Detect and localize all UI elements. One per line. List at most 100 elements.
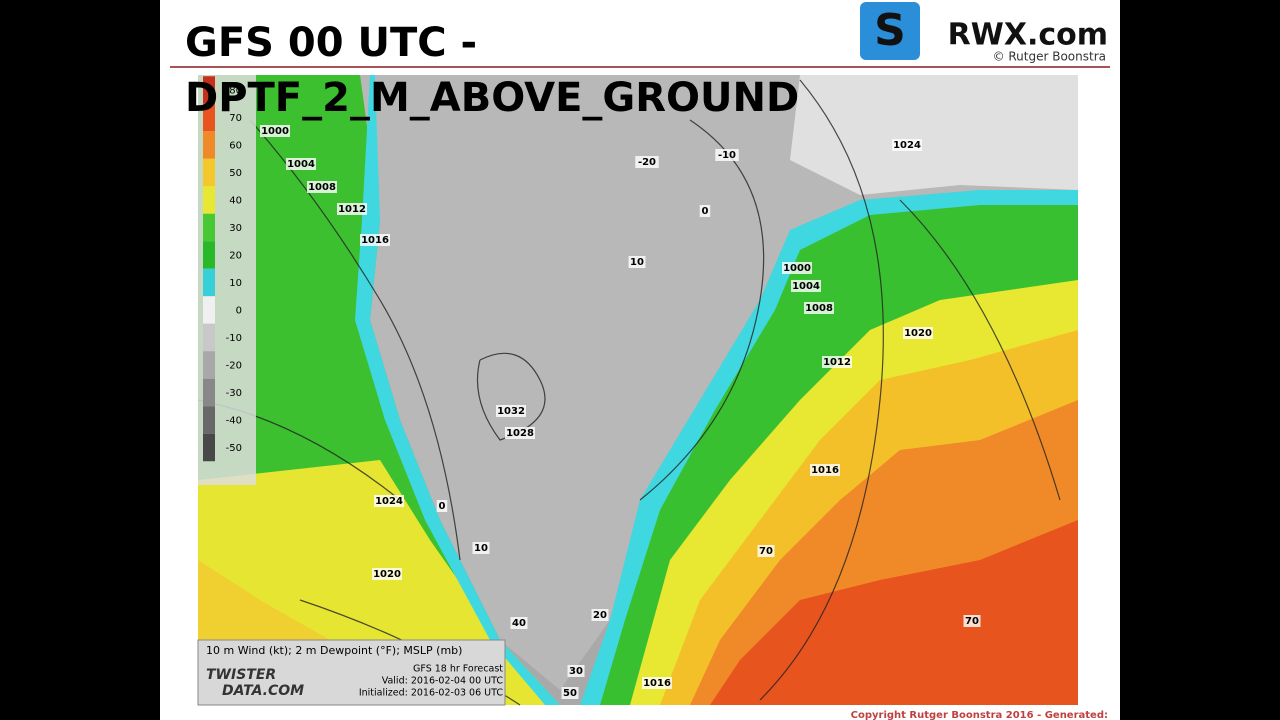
colorbar-label: -50 (226, 443, 242, 454)
colorbar-label: -10 (226, 333, 242, 344)
contour-label-bg (567, 665, 585, 677)
contour-label-bg (472, 542, 490, 554)
logo-credit: © Rutger Boonstra (993, 50, 1106, 64)
contour-label: 20 (593, 610, 607, 621)
contour-label: 1020 (373, 569, 401, 580)
contour-label: 1024 (375, 496, 403, 507)
colorbar-swatch (203, 76, 215, 104)
contour-label: 1004 (287, 159, 315, 170)
contour-label: 1016 (361, 235, 389, 246)
colorbar-label: 50 (229, 168, 242, 179)
contour-label-bg (699, 205, 711, 217)
contour-label: 70 (759, 546, 773, 557)
logo: S RWX.com © Rutger Boonstra (860, 2, 1108, 64)
contour-label: 30 (569, 666, 583, 677)
contour-label-bg (372, 568, 402, 580)
contour-label: 1008 (308, 182, 336, 193)
contour-label-bg (822, 356, 852, 368)
initialized: Initialized: 2016-02-03 06 UTC (359, 688, 504, 699)
contour-label: 1004 (792, 281, 820, 292)
contour-label-bg (505, 427, 535, 439)
contour-label: 0 (439, 501, 446, 512)
contour-label-bg (791, 280, 821, 292)
contour-label-bg (642, 677, 672, 689)
colorbar-label: 70 (229, 113, 242, 124)
contour-label-bg (715, 149, 739, 161)
forecast: GFS 18 hr Forecast (413, 664, 503, 675)
contour-label: 1012 (823, 357, 851, 368)
colorbar-swatch (203, 103, 215, 132)
contour-label: 1008 (805, 303, 833, 314)
contour-label-bg (782, 262, 812, 274)
contour-label-bg (892, 139, 922, 151)
contour-label: -10 (718, 150, 736, 161)
colorbar-swatch (203, 296, 215, 324)
contour-label-bg (436, 500, 448, 512)
contour-label-bg (561, 687, 579, 699)
brand: TWISTER (206, 667, 276, 683)
contour-label-bg (307, 181, 337, 193)
colorbar-label: 10 (229, 278, 242, 289)
colorbar-label: -20 (226, 360, 242, 371)
info-box: 10 m Wind (kt); 2 m Dewpoint (°F); MSLP … (197, 639, 506, 706)
footer: Copyright Rutger Boonstra 2016 - Generat… (851, 710, 1108, 720)
colorbar-swatch (203, 131, 215, 159)
contour-label-bg (360, 234, 390, 246)
colorbar: 80 70 60 50 40 30 20 10 0 -10 -20 -30 -40 -50 (198, 75, 256, 485)
contour-label-bg (628, 256, 646, 268)
contour-label-bg (374, 495, 404, 507)
contour-label-bg (286, 158, 316, 170)
contour-label: 1012 (338, 204, 366, 215)
contour-label: 40 (512, 618, 526, 629)
info-legend: 10 m Wind (kt); 2 m Dewpoint (°F); MSLP … (206, 644, 462, 657)
colorbar-label: 80 (229, 85, 242, 96)
map (197, 75, 1078, 706)
colorbar-label: 30 (229, 223, 242, 234)
valid: Valid: 2016-02-04 00 UTC (382, 676, 504, 687)
contour-label: 1024 (893, 140, 921, 151)
title: DPTF_2_M_ABOVE_GROUND (185, 75, 799, 121)
contour-label: 10 (630, 257, 644, 268)
map-labels: 100010041008101210161024-20-100101000100… (260, 125, 981, 699)
contour-label-bg (757, 545, 775, 557)
colorbar-swatch (203, 186, 215, 214)
contour-label: 1016 (811, 465, 839, 476)
contour-label: 1032 (497, 406, 525, 417)
contour-label-bg (510, 617, 528, 629)
colorbar-swatch (203, 406, 215, 434)
colorbar-label: 20 (229, 250, 242, 261)
colorbar-swatch (203, 213, 215, 242)
title: GFS 00 UTC - (185, 20, 477, 66)
colorbar-swatch (203, 378, 215, 407)
colorbar-swatch (203, 323, 215, 352)
contour-label-bg (635, 156, 659, 168)
colorbar-swatch (203, 351, 215, 379)
contour-label-bg (591, 609, 609, 621)
contour-label-bg (903, 327, 933, 339)
colorbar-label: 60 (229, 140, 242, 151)
colorbar-label: -30 (226, 388, 242, 399)
contour-label: 1028 (506, 428, 534, 439)
contour-label-bg (810, 464, 840, 476)
contour-label: 1000 (261, 126, 289, 137)
colorbar-swatch (203, 158, 215, 187)
contour-label: 0 (702, 206, 709, 217)
contour-label: 1020 (904, 328, 932, 339)
contour-label-bg (337, 203, 367, 215)
contour-label-bg (963, 615, 981, 627)
colorbar-swatch (203, 433, 215, 462)
colorbar-label: 40 (229, 195, 242, 206)
contour-label: 1016 (643, 678, 671, 689)
contour-label-bg (496, 405, 526, 417)
contour-label: 10 (474, 543, 488, 554)
colorbar-label: 0 (236, 305, 242, 316)
colorbar-label: -40 (226, 415, 242, 426)
contour-label-bg (804, 302, 834, 314)
colorbar-swatch (203, 241, 215, 269)
brand: DATA.COM (222, 683, 304, 699)
svg-text:S: S (874, 5, 906, 56)
contour-label-bg (260, 125, 290, 137)
contour-label: 70 (965, 616, 979, 627)
contour-label: -20 (638, 157, 656, 168)
